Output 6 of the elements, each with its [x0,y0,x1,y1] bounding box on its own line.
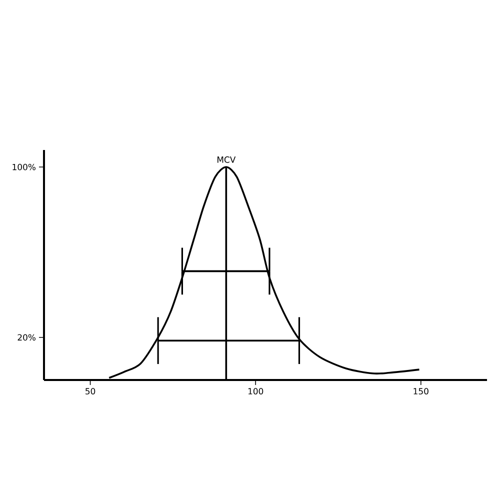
annotation: MCV [217,156,236,163]
x-tick-label: 100 [248,388,264,394]
y-tick-label: 20% [18,334,36,341]
y-tick-label: 100% [12,164,36,170]
x-tick-label: 50 [86,388,96,394]
x-tick-label: 150 [414,388,428,394]
